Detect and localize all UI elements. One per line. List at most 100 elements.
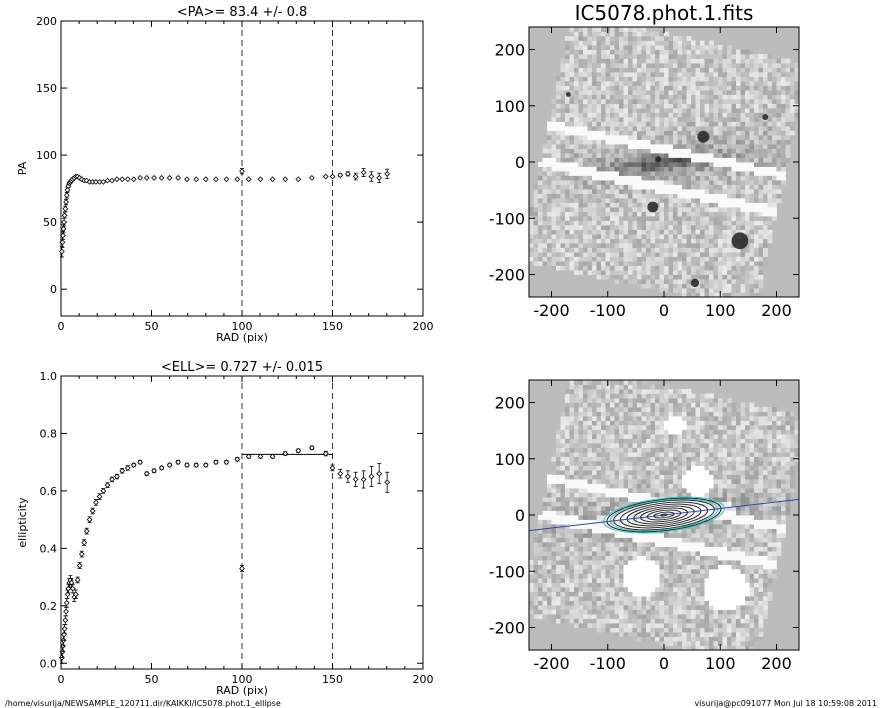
pixel [592,139,597,145]
pixel [533,193,539,199]
pixel [763,551,768,556]
pixel [551,126,557,131]
pixel [668,211,674,217]
pixel [740,632,746,637]
pixel [551,117,557,122]
pixel [587,596,593,601]
pixel [565,36,570,41]
pixel [556,551,561,556]
pixel [691,614,696,619]
pixel [632,76,638,82]
pixel [709,175,714,181]
pixel [790,67,795,73]
pixel [749,130,755,136]
pixel [628,202,633,208]
data-point [68,578,75,588]
pixel [700,45,705,50]
pixel [745,645,750,650]
pixel [686,292,692,297]
data-point [137,175,143,181]
pixel [587,207,593,212]
pixel [682,130,687,136]
pixel [596,551,602,556]
pixel [727,166,732,172]
pixel [560,220,566,226]
pixel [664,632,669,637]
pixel [569,198,575,203]
pixel [686,252,692,257]
pixel [686,117,692,122]
pixel [569,560,575,565]
pixel [574,166,579,172]
pixel [673,618,678,624]
data-point [96,493,103,500]
pixel [740,126,746,131]
pixel [731,265,737,271]
pixel [745,198,750,203]
pixel [659,211,665,217]
pixel [736,162,741,167]
pixel [641,551,647,556]
pixel [574,207,579,212]
pixel [727,153,732,158]
pixel [542,546,548,552]
star [647,201,659,213]
pixel [772,67,777,73]
pixel [731,180,737,185]
pixel [718,54,723,59]
pixel [587,76,593,82]
pixel [686,49,692,55]
pixel [655,117,660,122]
pixel [673,211,678,217]
pixel [695,641,701,646]
pixel [659,274,665,280]
y-tick-label: 50 [43,216,57,229]
pixel [749,121,755,127]
pixel [722,238,728,244]
pixel [610,54,615,59]
pixel [754,67,759,73]
pixel [628,220,633,226]
pixel [583,130,588,136]
pixel [569,252,575,257]
pixel [686,166,692,172]
pixel [709,243,714,248]
pixel [596,36,602,41]
pixel [605,121,611,127]
pixel [637,537,642,543]
pixel [763,537,768,543]
pixel [776,162,782,167]
pixel [569,533,575,538]
pixel [569,171,575,176]
diamond-marker [175,175,181,181]
pixel [673,546,678,552]
pixel [691,189,696,194]
pixel [650,279,656,284]
pixel [745,587,750,592]
pixel [740,166,746,172]
plot-title: <ELL>= 0.727 +/- 0.015 [161,360,323,375]
diamond-marker [114,176,120,183]
pixel [614,90,620,95]
pixel [682,85,687,91]
pixel [583,166,588,172]
pixel [763,261,768,266]
pixel [628,54,633,59]
y-tick-label: 0.6 [40,485,58,498]
pixel [691,117,696,122]
pixel [745,274,750,280]
pixel [659,564,665,570]
pixel [569,175,575,181]
pixel [686,207,692,212]
pixel [542,229,548,235]
pixel [686,555,692,561]
data-point [223,459,230,466]
pixel [650,573,656,579]
pixel [722,609,728,615]
pixel [673,54,678,59]
pixel [547,126,552,131]
pixel [542,596,548,601]
pixel [709,220,714,226]
pixel [772,180,777,185]
pixel [596,605,602,610]
